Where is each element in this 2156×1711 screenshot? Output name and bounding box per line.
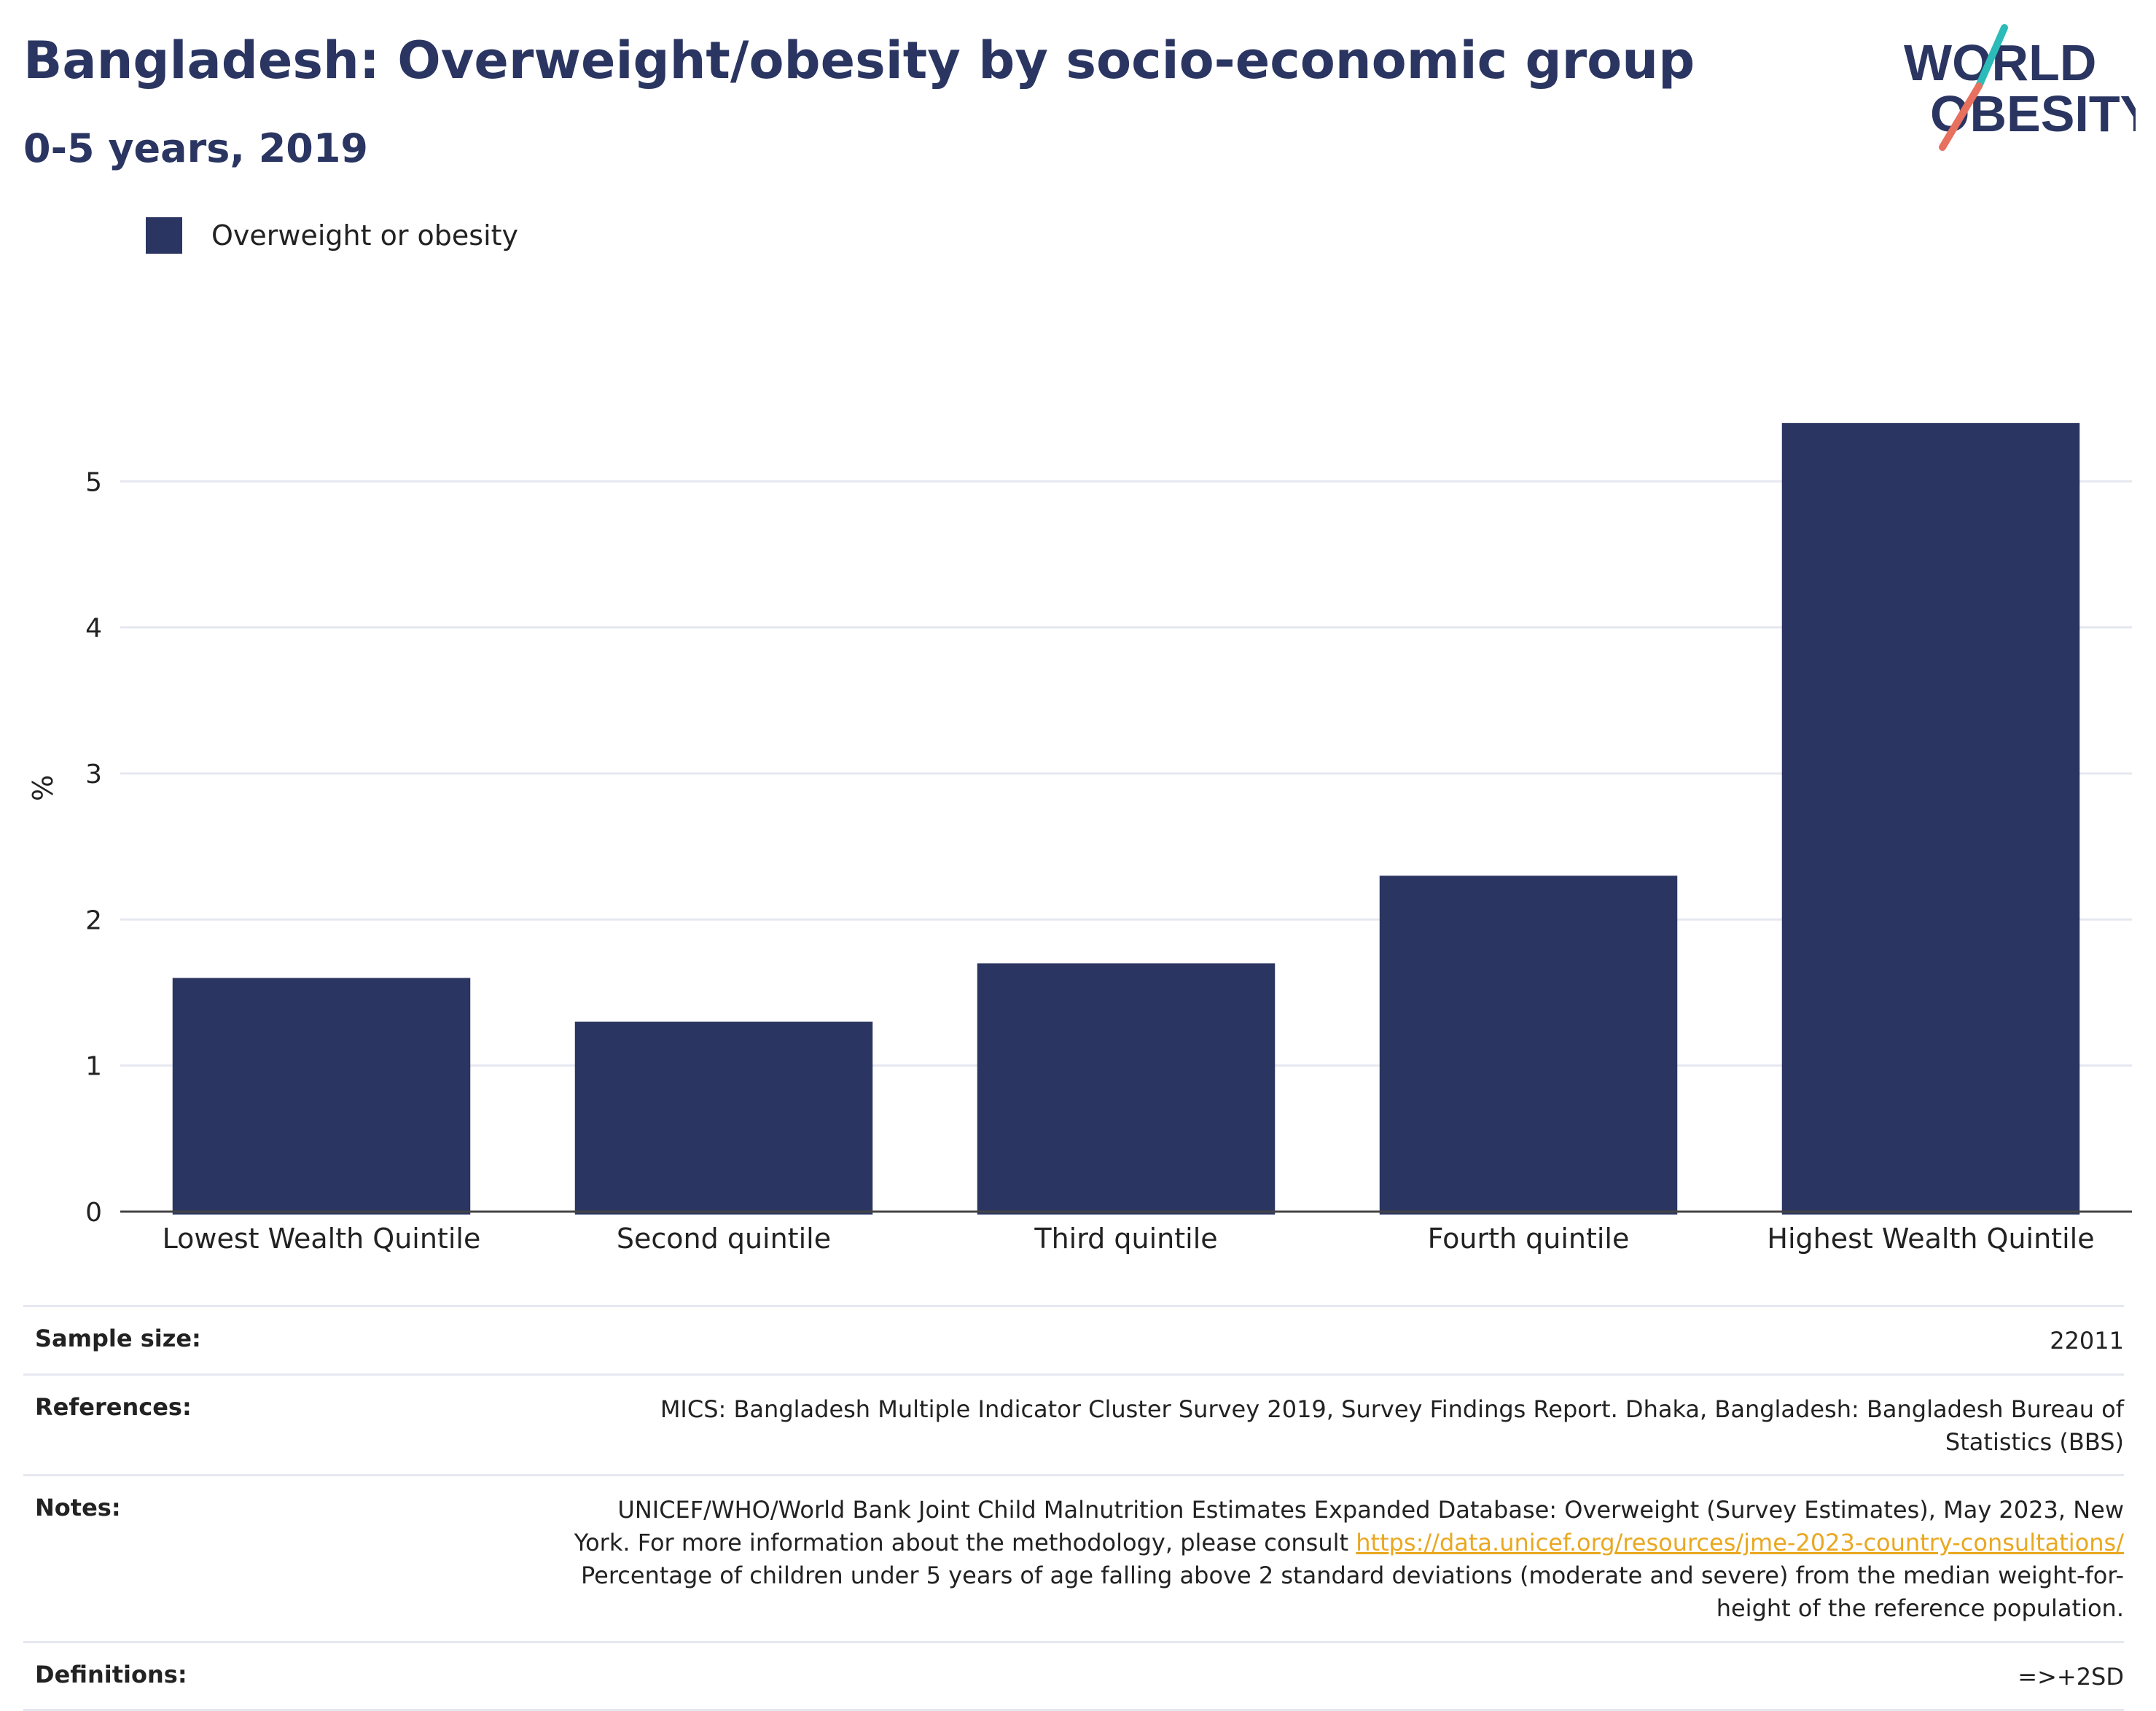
sample-size-value: 22011	[2050, 1327, 2124, 1355]
logo-slash-bottom	[1939, 82, 1983, 151]
notes-text-2: Percentage of children under 5 years of …	[581, 1561, 2124, 1622]
info-row-definitions: Definitions: =>+2SD	[23, 1640, 2124, 1711]
y-tick-label: 5	[85, 467, 102, 497]
bar	[574, 1021, 873, 1215]
sample-size-label: Sample size:	[35, 1325, 201, 1352]
x-tick-label: Second quintile	[617, 1223, 831, 1255]
info-table: Sample size: 22011 References: MICS: Ban…	[23, 1305, 2124, 1711]
y-axis-label: %	[27, 775, 59, 801]
y-tick-label: 0	[85, 1198, 102, 1228]
notes-text-1: UNICEF/WHO/World Bank Joint Child Malnut…	[574, 1496, 2124, 1557]
references-value: MICS: Bangladesh Multiple Indicator Clus…	[660, 1395, 2124, 1456]
bar	[1379, 876, 1678, 1215]
y-tick-label: 4	[85, 614, 102, 644]
chart-title: Bangladesh: Overweight/obesity by socio-…	[23, 31, 1695, 90]
x-tick-label: Fourth quintile	[1428, 1223, 1630, 1255]
y-tick-label: 3	[85, 760, 102, 790]
notes-label: Notes:	[35, 1494, 121, 1522]
bar	[172, 978, 471, 1215]
definitions-value: =>+2SD	[2018, 1662, 2124, 1691]
legend-label: Overweight or obesity	[211, 219, 519, 252]
bar	[1781, 423, 2080, 1215]
definitions-label: Definitions:	[35, 1660, 187, 1688]
info-row-sample-size: Sample size: 22011	[23, 1305, 2124, 1373]
y-tick-label: 2	[85, 905, 102, 935]
notes-link[interactable]: https://data.unicef.org/resources/jme-20…	[1356, 1529, 2124, 1557]
info-row-references: References: MICS: Bangladesh Multiple In…	[23, 1373, 2124, 1475]
x-tick-label: Highest Wealth Quintile	[1767, 1223, 2094, 1255]
y-tick-label: 1	[85, 1052, 102, 1082]
bar	[977, 963, 1276, 1215]
info-row-notes: Notes: UNICEF/WHO/World Bank Joint Child…	[23, 1474, 2124, 1640]
bar-chart: 0 1 2 3 4 5% Lowest Wealth Quintile Second quin…	[27, 423, 2132, 1255]
legend: Overweight or obesity	[146, 217, 518, 254]
notes-value: UNICEF/WHO/World Bank Joint Child Malnut…	[557, 1494, 2124, 1624]
x-tick-label: Third quintile	[1034, 1223, 1217, 1255]
x-tick-label: Lowest Wealth Quintile	[163, 1223, 481, 1255]
legend-swatch	[146, 217, 182, 254]
logo-slash-top	[1975, 24, 2008, 90]
references-label: References:	[35, 1392, 192, 1421]
world-obesity-logo: WORLD OBESITY	[1904, 24, 2136, 151]
chart-subtitle: 0-5 years, 2019	[23, 125, 369, 171]
